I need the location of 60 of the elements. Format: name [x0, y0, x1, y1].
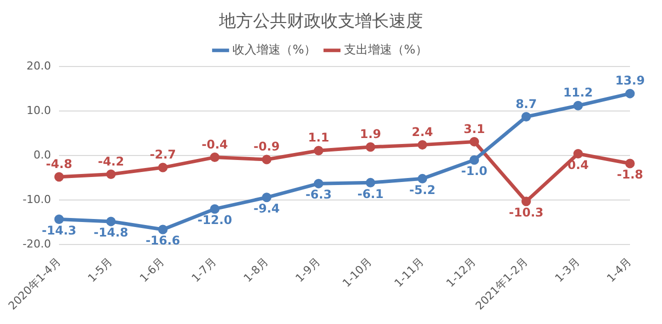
point: [521, 112, 531, 122]
x-tick-label: 1-4月: [604, 255, 634, 285]
x-tick-label: 1-3月: [552, 255, 582, 285]
data-label: 3.1: [464, 122, 485, 136]
point: [54, 172, 64, 182]
data-label: -2.7: [150, 148, 176, 162]
point: [314, 146, 324, 156]
point: [314, 178, 324, 188]
point: [158, 224, 168, 234]
point: [470, 136, 480, 146]
data-label: -14.3: [42, 223, 76, 238]
x-tick-label: 1-5月: [85, 255, 116, 285]
data-label: -10.3: [508, 206, 544, 220]
point: [54, 214, 64, 224]
data-label: -0.9: [254, 140, 280, 154]
y-tick-label: 20.0: [26, 59, 52, 72]
point: [521, 196, 531, 206]
data-label: -16.6: [146, 234, 180, 248]
legend-label: 收入增速（%）: [232, 42, 316, 57]
point: [366, 142, 376, 152]
point: [262, 154, 272, 164]
data-label: -6.1: [357, 186, 384, 201]
data-label: -6.3: [305, 188, 332, 202]
data-label: 13.9: [615, 74, 645, 88]
y-tick-label: -10.0: [22, 192, 52, 206]
data-label: -0.4: [202, 137, 228, 152]
x-tick-label: 1-7月: [189, 255, 219, 285]
legend-label: 支出增速（%）: [344, 42, 428, 57]
point: [625, 88, 635, 98]
data-label: -1.8: [616, 168, 644, 182]
y-tick-label: 10.0: [26, 104, 52, 117]
data-label: -4.2: [98, 154, 124, 168]
y-tick-label: -20.0: [22, 237, 52, 250]
point: [418, 174, 428, 184]
x-tick-label: 1-6月: [137, 255, 168, 285]
point: [366, 178, 376, 188]
point: [210, 152, 220, 162]
data-label: 1.1: [308, 130, 330, 145]
point: [158, 162, 168, 172]
data-label: -1.0: [461, 164, 488, 178]
data-label: -12.0: [197, 213, 232, 228]
point: [470, 155, 480, 165]
point: [573, 100, 583, 110]
data-label: 11.2: [563, 86, 593, 100]
point: [625, 158, 635, 168]
point: [106, 216, 116, 226]
point: [418, 140, 428, 150]
point: [106, 169, 116, 179]
chart-title: 地方公共财政收支增长速度: [218, 12, 423, 32]
data-label: 1.9: [360, 127, 382, 142]
data-label: -9.4: [254, 202, 280, 216]
data-label: 8.7: [516, 96, 537, 111]
point: [262, 192, 272, 202]
data-label: -5.2: [409, 182, 436, 197]
point: [210, 204, 220, 214]
x-tick-label: 1-9月: [293, 255, 323, 285]
data-label: 2.4: [412, 124, 434, 139]
data-label: -14.8: [94, 226, 128, 240]
x-tick-label: 1-8月: [241, 255, 271, 285]
point: [573, 148, 583, 158]
